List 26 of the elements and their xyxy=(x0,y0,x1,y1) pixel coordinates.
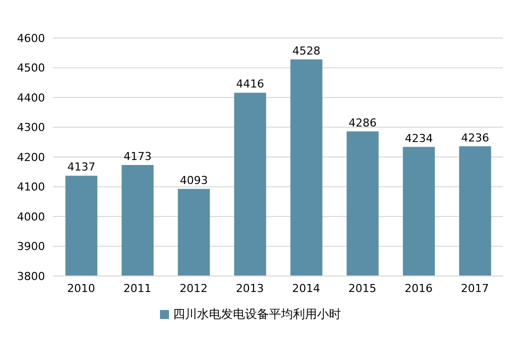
y-tick-label: 4400 xyxy=(17,91,45,104)
data-label: 4137 xyxy=(67,160,96,174)
data-label: 4528 xyxy=(292,44,320,58)
y-tick-label: 4600 xyxy=(17,32,45,45)
x-tick-label: 2011 xyxy=(123,282,152,295)
x-tick-label: 2012 xyxy=(180,282,208,295)
y-tick-label: 4500 xyxy=(17,62,45,75)
x-tick-label: 2014 xyxy=(292,282,320,295)
y-tick-label: 4200 xyxy=(17,150,45,164)
y-tick-label: 4300 xyxy=(17,121,45,134)
data-label: 4234 xyxy=(404,132,433,145)
x-tick-label: 2010 xyxy=(67,282,96,295)
y-tick-label: 4000 xyxy=(17,210,45,224)
legend-label: 四川水电发电设备平均利用小时 xyxy=(173,307,341,321)
data-label: 4416 xyxy=(236,78,264,91)
data-label: 4236 xyxy=(461,131,490,144)
data-label: 4286 xyxy=(348,116,377,130)
x-tick-label: 2016 xyxy=(404,282,433,295)
x-tick-label: 2013 xyxy=(236,282,264,295)
x-tick-label: 2015 xyxy=(348,282,376,295)
data-label: 4093 xyxy=(180,174,208,187)
y-tick-label: 3900 xyxy=(17,240,45,254)
data-label: 4173 xyxy=(124,150,152,164)
x-tick-label: 2017 xyxy=(460,282,489,295)
y-tick-label: 3800 xyxy=(17,270,45,283)
y-tick-label: 4100 xyxy=(17,180,45,194)
